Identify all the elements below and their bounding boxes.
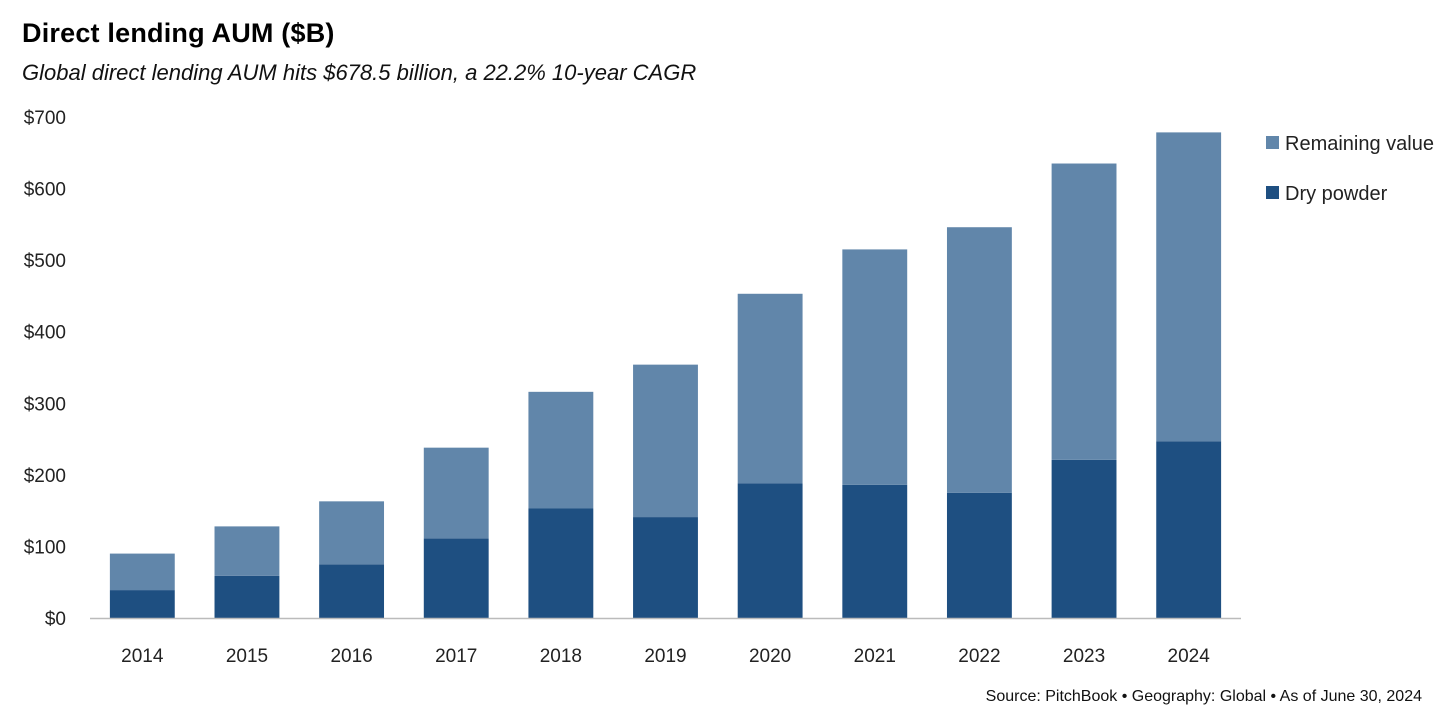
bar-dry-powder-2014 xyxy=(109,590,175,618)
x-tick-label: 2021 xyxy=(854,646,896,667)
legend-swatch xyxy=(1266,136,1279,149)
y-tick-label: $200 xyxy=(24,466,66,487)
bar-dry-powder-2020 xyxy=(737,483,803,618)
bar-remaining-value-2015 xyxy=(214,526,280,576)
bar-dry-powder-2024 xyxy=(1156,441,1222,618)
chart-subtitle: Global direct lending AUM hits $678.5 bi… xyxy=(22,60,697,85)
x-tick-label: 2017 xyxy=(435,646,477,667)
bar-remaining-value-2016 xyxy=(319,501,385,565)
x-tick-label: 2022 xyxy=(958,646,1000,667)
x-tick-label: 2014 xyxy=(121,646,164,667)
legend: Remaining value Dry powder xyxy=(1266,133,1434,205)
y-tick-label: $100 xyxy=(24,537,66,558)
y-tick-label: $0 xyxy=(45,609,66,630)
y-tick-label: $500 xyxy=(24,251,66,272)
x-tick-label: 2023 xyxy=(1063,646,1105,667)
bar-dry-powder-2022 xyxy=(946,492,1012,618)
bar-remaining-value-2014 xyxy=(109,553,175,591)
bar-dry-powder-2018 xyxy=(528,508,594,618)
y-tick-label: $300 xyxy=(24,394,66,415)
x-axis: 2014 2015 2016 2017 2018 2019 2020 2021 2022 2023… xyxy=(90,617,1241,667)
legend-swatch xyxy=(1266,186,1279,199)
x-tick-label: 2024 xyxy=(1168,646,1211,667)
x-tick-label: 2019 xyxy=(644,646,686,667)
x-tick-label: 2016 xyxy=(330,646,372,667)
bar-remaining-value-2018 xyxy=(528,391,594,509)
y-tick-label: $700 xyxy=(24,108,66,129)
legend-label: Remaining value xyxy=(1285,133,1434,155)
bar-remaining-value-2023 xyxy=(1051,163,1117,460)
bar-dry-powder-2016 xyxy=(319,564,385,618)
y-axis: $0 $100 $200 $300 $400 $500 $600 $700 xyxy=(24,108,66,630)
bar-dry-powder-2021 xyxy=(842,484,908,618)
chart-title: Direct lending AUM ($B) xyxy=(22,18,335,48)
bar-dry-powder-2019 xyxy=(633,517,698,618)
x-tick-label: 2020 xyxy=(749,646,791,667)
y-tick-label: $600 xyxy=(24,180,66,201)
bar-dry-powder-2015 xyxy=(214,575,280,618)
bar-dry-powder-2017 xyxy=(423,538,489,618)
bar-remaining-value-2017 xyxy=(423,447,489,539)
bars xyxy=(109,132,1222,618)
bar-dry-powder-2023 xyxy=(1051,459,1117,618)
source-note: Source: PitchBook • Geography: Global • … xyxy=(985,688,1422,705)
bar-remaining-value-2021 xyxy=(842,249,908,485)
x-tick-label: 2015 xyxy=(226,646,268,667)
bar-remaining-value-2019 xyxy=(633,364,698,518)
bar-remaining-value-2020 xyxy=(737,293,803,484)
legend-label: Dry powder xyxy=(1285,183,1388,205)
bar-remaining-value-2024 xyxy=(1156,132,1222,442)
bar-remaining-value-2022 xyxy=(946,227,1012,493)
x-tick-label: 2018 xyxy=(540,646,582,667)
y-tick-label: $400 xyxy=(24,323,66,344)
